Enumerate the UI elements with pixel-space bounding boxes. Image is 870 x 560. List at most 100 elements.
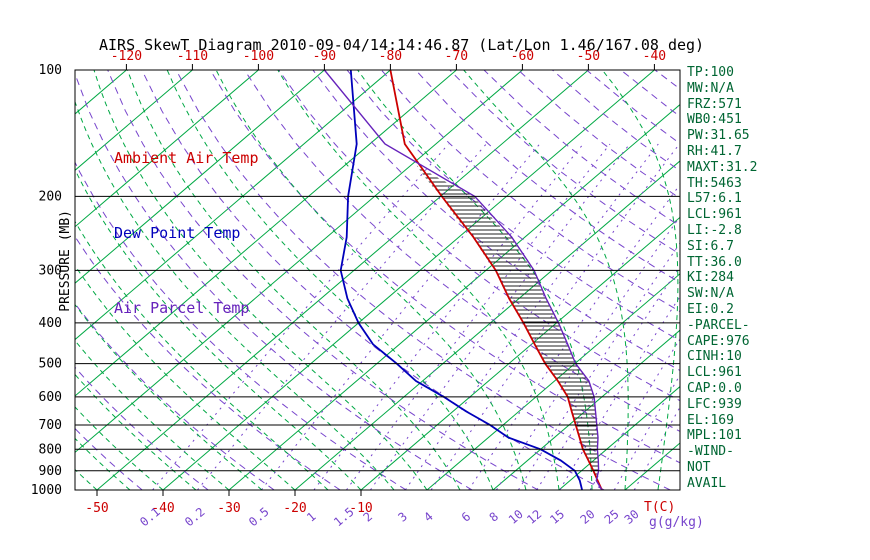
mixing-ratio-tick-label: 25	[602, 507, 622, 527]
top-temp-tick-label: -110	[177, 49, 208, 64]
mixing-ratio-line	[152, 143, 449, 490]
stats-line: -PARCEL-	[687, 317, 750, 333]
stats-panel: TP:100 MW:N/A FRZ:571 WB0:451 PW:31.65 RH:41.…	[687, 65, 757, 492]
stats-line: MAXT:31.2	[687, 159, 758, 175]
pressure-tick-label: 1000	[31, 483, 62, 498]
stats-line: LI:-2.8	[687, 222, 742, 238]
moist-adiabat-line	[215, 70, 527, 490]
mixing-ratio-tick-label: 3	[395, 509, 410, 524]
moist-adiabat-line	[75, 168, 362, 490]
top-temp-tick-label: -50	[577, 49, 600, 64]
pressure-tick-label: 200	[39, 189, 62, 204]
dry-adiabat-line	[278, 70, 680, 402]
moist-adiabat-line	[75, 100, 395, 490]
moist-adiabat-line	[75, 303, 263, 490]
stats-line: MPL:101	[687, 428, 742, 444]
dry-adiabat-line	[209, 70, 680, 464]
isotherm-line	[75, 70, 325, 284]
dewpoint-curve	[339, 70, 583, 490]
bottom-temp-tick-label: -30	[217, 501, 240, 516]
isotherm-line	[492, 329, 680, 490]
top-temp-tick-label: -80	[379, 49, 402, 64]
dry-adiabat-line	[75, 161, 407, 490]
stats-line: CAP:0.0	[687, 380, 742, 396]
chart-legend: Ambient Air Temp Dew Point Temp Air Parc…	[114, 96, 259, 371]
dry-adiabat-line	[449, 70, 680, 255]
stats-line: NOT	[687, 459, 711, 475]
temp-unit-label: T(C)	[644, 500, 676, 515]
mixing-ratio-line	[313, 143, 584, 490]
isotherm-line	[162, 70, 655, 490]
stats-line: CAPE:976	[687, 333, 750, 349]
pressure-tick-label: 600	[39, 390, 62, 405]
mixing-ratio-tick-label: 4	[421, 509, 436, 524]
moist-adiabat-line	[75, 264, 296, 490]
mixing-ratio-tick-label: 1	[304, 509, 319, 524]
moist-adiabat-line	[0, 70, 31, 490]
moist-adiabat-line	[601, 70, 679, 490]
stats-line: WB0:451	[687, 112, 742, 128]
mixing-ratio-tick-label: 0.5	[246, 505, 272, 530]
bottom-temp-tick-label: -10	[349, 501, 372, 516]
isotherm-line	[75, 70, 391, 341]
dry-adiabat-line	[75, 235, 341, 490]
top-temp-tick-label: -120	[111, 49, 142, 64]
stats-line: KI:284	[687, 270, 734, 286]
stats-line: LFC:939	[687, 396, 742, 412]
pressure-tick-label: 400	[39, 316, 62, 331]
parcel-curve	[323, 70, 603, 490]
mixing-ratio-tick-label: 2	[361, 509, 376, 524]
stats-line: -WIND-	[687, 444, 734, 460]
isotherm-line	[426, 273, 680, 490]
isotherm-line	[294, 160, 680, 490]
dry-adiabat-line	[381, 70, 680, 313]
stats-line: LCL:961	[687, 207, 742, 223]
mixing-ratio-line	[261, 143, 541, 490]
moist-adiabat-line	[277, 70, 560, 490]
dry-adiabat-line	[483, 70, 680, 227]
moist-adiabat-line	[93, 70, 428, 490]
stats-line: TP:100	[687, 65, 734, 80]
top-temp-tick-label: -60	[511, 49, 534, 64]
temperature-curve	[389, 70, 603, 490]
legend-air-parcel-temp: Air Parcel Temp	[114, 299, 250, 317]
isotherm-line	[228, 103, 680, 490]
moist-adiabat-line	[126, 70, 461, 490]
legend-ambient-air-temp: Ambient Air Temp	[114, 149, 259, 167]
mixing-ratio-tick-label: 20	[578, 507, 598, 527]
plot-grid	[0, 70, 680, 490]
stats-line: EI:0.2	[687, 301, 734, 317]
pressure-axis-title: PRESSURE (MB)	[58, 210, 73, 312]
pressure-tick-label: 900	[39, 464, 62, 479]
pressure-tick-label: 700	[39, 418, 62, 433]
pressure-tick-label: 500	[39, 357, 62, 372]
dry-adiabat-line	[75, 302, 275, 490]
stats-line: CINH:10	[687, 349, 742, 365]
mixing-ratio-tick-label: 6	[459, 509, 474, 524]
mixing-ratio-tick-label: 12	[524, 507, 544, 527]
dry-adiabat-line	[75, 72, 473, 490]
stats-line: RH:41.7	[687, 143, 742, 159]
moist-adiabat-line	[166, 70, 494, 490]
bottom-temp-tick-label: -50	[85, 501, 108, 516]
moist-adiabat-line	[463, 70, 629, 490]
dry-adiabat-line	[107, 70, 539, 490]
bottom-temp-tick-label: -20	[283, 501, 306, 516]
stats-line: FRZ:571	[687, 96, 742, 112]
mixing-ratio-tick-label: 10	[506, 507, 526, 527]
stats-line: EL:169	[687, 412, 734, 428]
pressure-tick-label: 800	[39, 442, 62, 457]
bottom-temp-tick-label: -40	[151, 501, 174, 516]
isotherm-line	[75, 70, 457, 397]
mixing-ratio-tick-label: 0.2	[182, 505, 208, 530]
top-temp-tick-label: -90	[313, 49, 336, 64]
dry-adiabat-line	[415, 70, 680, 284]
dry-adiabat-line	[346, 70, 680, 342]
moist-adiabat-line	[75, 220, 329, 490]
chart-title: AIRS SkewT Diagram 2010-09-04/14:14:46.8…	[99, 36, 705, 54]
pressure-tick-label: 300	[39, 263, 62, 278]
dry-adiabat-line	[75, 366, 209, 490]
stats-line: TH:5463	[687, 175, 742, 191]
stats-line: L57:6.1	[687, 191, 742, 207]
